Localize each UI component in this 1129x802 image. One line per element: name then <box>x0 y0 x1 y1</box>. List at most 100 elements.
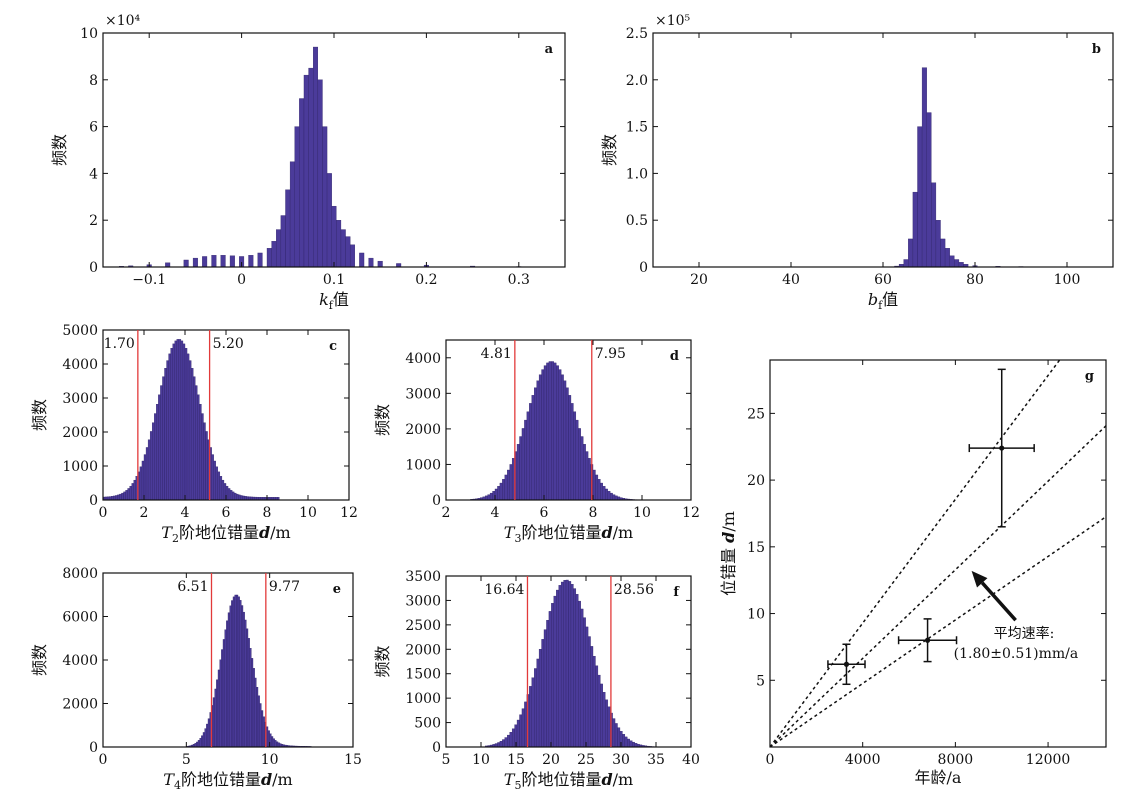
histogram-bar <box>614 495 618 501</box>
histogram-bar <box>504 474 508 501</box>
x-axis-label-unit: /m <box>270 523 291 542</box>
histogram-bar <box>219 659 222 748</box>
histogram-bar <box>205 431 208 501</box>
x-tick-label: −0.1 <box>132 272 166 288</box>
y-tick-label: 2 <box>89 213 98 229</box>
histogram-bar <box>195 385 198 501</box>
histogram-bar <box>612 718 616 748</box>
y-tick-label: 2500 <box>405 618 441 634</box>
histogram-bar <box>202 732 205 748</box>
histogram-bar <box>541 639 545 748</box>
histogram-bar <box>529 686 532 748</box>
histogram-bar <box>226 620 229 748</box>
y-tick-label: 3000 <box>405 386 441 402</box>
histogram-bar <box>211 255 217 268</box>
histogram-bar <box>141 460 145 501</box>
y-axis-label: 频数 <box>373 404 392 436</box>
histogram-bar <box>242 611 245 748</box>
plot-frame <box>445 339 692 501</box>
chart-panel-e: 0 5 10 15 0 2000 4000 6000 8000 e 频数 T4阶地位错量d/m 6.51… <box>30 566 362 792</box>
x-tick-label: 20 <box>542 752 560 768</box>
x-tick-label: 10 <box>472 752 490 768</box>
x-tick-label: 6 <box>222 505 231 521</box>
histogram-bar <box>568 581 572 748</box>
x-axis-label-main: b <box>868 290 878 309</box>
histogram-bars <box>186 594 312 748</box>
histogram-bar <box>244 619 247 748</box>
histogram-bar <box>565 579 569 748</box>
histogram-bar <box>563 380 567 501</box>
y-tick-label: 15 <box>747 540 765 556</box>
histogram-bar <box>221 479 225 501</box>
histogram-bar <box>497 486 501 501</box>
data-point <box>843 661 850 667</box>
histogram-bar <box>534 387 537 501</box>
histogram-bar <box>231 600 234 748</box>
histogram-bar <box>560 374 564 501</box>
histogram-bar <box>193 376 196 501</box>
histogram-bar <box>176 339 180 501</box>
histogram-bars <box>102 339 280 501</box>
histogram-bar <box>271 736 274 748</box>
histogram-bar <box>201 735 204 748</box>
y-tick-label: 500 <box>414 716 441 732</box>
histogram-bar <box>551 603 554 748</box>
histogram-bar <box>222 639 225 748</box>
histogram-bar <box>238 494 241 501</box>
histogram-bar <box>489 492 493 501</box>
histogram-bar <box>590 646 594 748</box>
histogram-bar <box>158 394 161 501</box>
histogram-bar <box>182 343 186 501</box>
x-tick-label: 30 <box>612 752 630 768</box>
histogram-bar <box>266 248 272 268</box>
histogram-bar <box>954 259 960 268</box>
histogram-bar <box>504 737 508 748</box>
histogram-bar <box>199 738 202 748</box>
histogram-bar <box>568 395 572 501</box>
chart-panel-f: 5 10 15 20 25 30 35 40 0 500 1000 1500 2000 2500 3000 3… <box>373 569 700 792</box>
histogram-bar <box>502 479 505 501</box>
histogram-bar <box>201 413 204 501</box>
x-tick-label: 4 <box>491 505 500 521</box>
x-tick-label: 10 <box>633 505 651 521</box>
histogram-bars <box>485 579 665 748</box>
histogram-bar <box>271 241 277 268</box>
histogram-bar <box>322 126 328 268</box>
histogram-bar <box>203 422 206 501</box>
y-tick-label: 2000 <box>405 422 441 438</box>
histogram-bar <box>162 376 165 501</box>
rate-annotation-line1: 平均速率: <box>994 625 1055 642</box>
histogram-bar <box>548 611 552 748</box>
histogram-bar <box>196 741 199 748</box>
histogram-bar <box>236 594 239 748</box>
histogram-bar <box>521 428 525 501</box>
histogram-bar <box>511 728 515 748</box>
y-tick-label: 4000 <box>405 351 441 367</box>
histogram-bar <box>192 257 198 268</box>
y-tick-label: 1500 <box>405 667 441 683</box>
y-tick-label: 3000 <box>62 391 98 407</box>
histogram-bar <box>595 665 599 748</box>
x-axis-label-suffix: 阶地位错量 <box>521 523 601 542</box>
panel-label: a <box>545 42 554 57</box>
histogram-bar <box>345 236 351 268</box>
x-tick-label: 2 <box>442 505 451 521</box>
x-axis-label-unit: /m <box>272 770 293 789</box>
histogram-bar <box>587 636 591 748</box>
x-tick-label: 10 <box>299 505 317 521</box>
panel-label: d <box>670 349 679 364</box>
histogram-bar <box>259 703 262 748</box>
histogram-bar <box>921 67 927 268</box>
data-point <box>999 445 1005 451</box>
histogram-bar <box>129 485 132 501</box>
histogram-bar <box>234 594 237 748</box>
histogram-bar <box>184 348 188 501</box>
histogram-bar <box>229 255 235 268</box>
x-axis-label: T5阶地位错量d/m <box>504 770 633 792</box>
histogram-bar <box>629 740 633 748</box>
x-axis-label-main: T <box>504 770 516 789</box>
x-axis-label-var: d <box>261 770 272 789</box>
rate-line <box>770 360 1061 747</box>
histogram-bar <box>216 679 219 748</box>
